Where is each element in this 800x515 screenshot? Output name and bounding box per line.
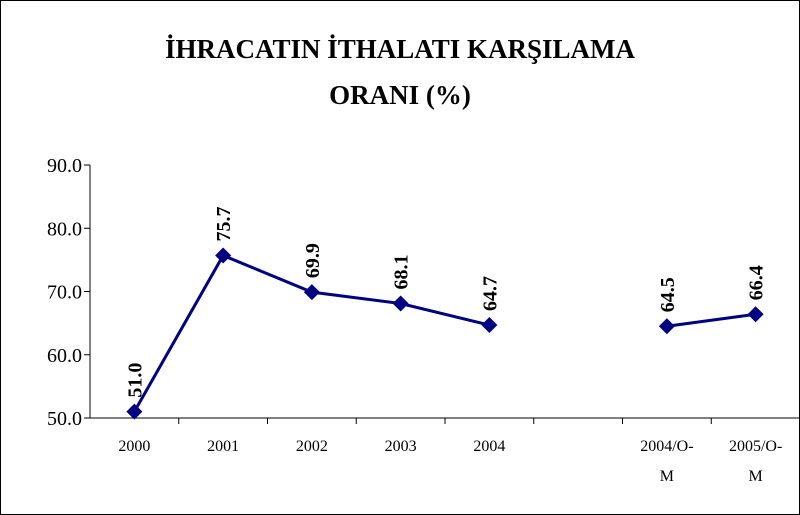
marker xyxy=(303,284,320,301)
marker xyxy=(481,317,498,334)
y-tick-label: 90.0 xyxy=(47,155,82,177)
data-label: 64.7 xyxy=(479,276,501,311)
marker xyxy=(215,247,232,264)
data-label: 68.1 xyxy=(391,255,413,290)
data-label: 66.4 xyxy=(746,265,768,300)
line xyxy=(666,312,756,328)
x-tick-label: 2002 xyxy=(295,438,328,455)
y-tick-label: 50.0 xyxy=(47,408,82,430)
chart-title: İHRACATIN İTHALATI KARŞILAMA ORANI (%) xyxy=(164,34,636,110)
marker xyxy=(126,403,143,420)
data-label: 75.7 xyxy=(213,206,235,241)
marker xyxy=(392,295,409,312)
x-tick-label: 2000 xyxy=(118,438,151,455)
y-tick-label: 60.0 xyxy=(47,345,82,367)
data-label: 69.9 xyxy=(302,243,324,278)
x-tick-label: 2001 xyxy=(207,438,240,455)
data-label: 51.0 xyxy=(124,363,146,398)
marker xyxy=(658,318,675,335)
data-label: 64.5 xyxy=(657,277,679,312)
y-tick-label: 70.0 xyxy=(47,282,82,304)
marker xyxy=(747,306,764,323)
y-tick-label: 80.0 xyxy=(47,218,82,240)
x-tick-label: 2003 xyxy=(384,438,417,455)
x-tick-label: 2005/O-M xyxy=(728,438,783,485)
x-tick-label: 2004/O-M xyxy=(640,438,694,485)
x-tick-label: 2004 xyxy=(473,438,506,455)
